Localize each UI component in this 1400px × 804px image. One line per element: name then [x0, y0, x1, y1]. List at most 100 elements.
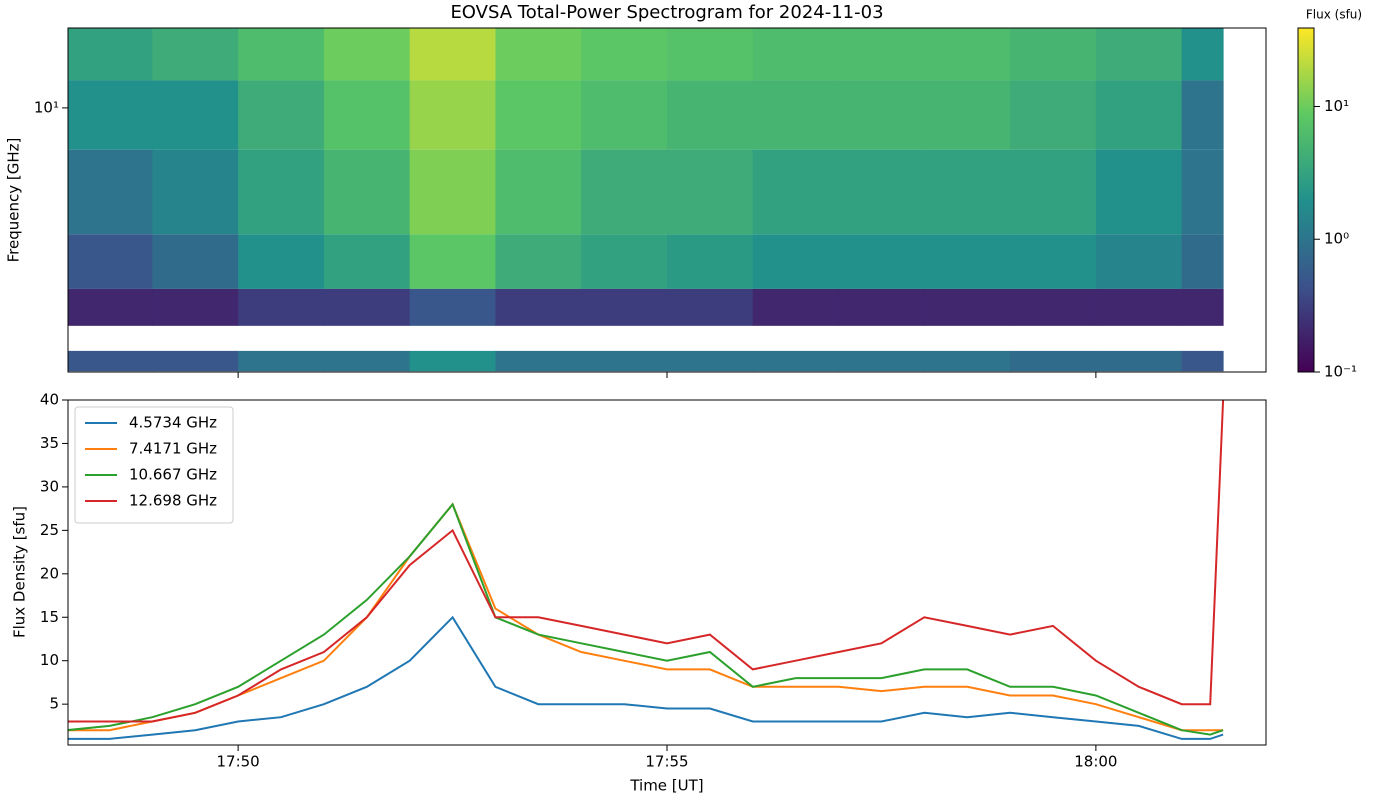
heatmap-cell	[152, 149, 239, 235]
heatmap-cell	[667, 28, 754, 81]
heatmap-cell	[1181, 80, 1224, 150]
heatmap-cell	[667, 234, 754, 289]
heatmap-cell	[667, 149, 754, 235]
y-tick-label: 10¹	[34, 98, 59, 116]
heatmap-cell	[667, 350, 754, 372]
heatmap-cell	[838, 149, 925, 235]
heatmap-cell	[409, 234, 496, 289]
colorbar-label: Flux (sfu)	[1306, 8, 1362, 22]
heatmap-cell	[238, 149, 325, 235]
heatmap-cell	[152, 28, 239, 81]
colorbar-tick-label: 10⁻¹	[1324, 363, 1357, 381]
heatmap-cell	[1181, 28, 1224, 81]
heatmap-cell	[238, 28, 325, 81]
heatmap-cell	[838, 288, 925, 326]
heatmap	[68, 28, 1224, 372]
heatmap-cell	[581, 80, 668, 150]
heatmap-cell	[1181, 234, 1224, 289]
heatmap-cell	[323, 80, 411, 150]
heatmap-cell	[1010, 350, 1097, 372]
legend-box	[74, 406, 234, 524]
heatmap-cell	[924, 149, 1011, 235]
legend-label: 12.698 GHz	[129, 492, 217, 510]
y-tick-label: 20	[40, 564, 59, 582]
heatmap-cell	[1095, 28, 1183, 81]
heatmap-cell	[581, 350, 668, 372]
heatmap-cell	[238, 234, 325, 289]
heatmap-cell	[838, 234, 925, 289]
legend-label: 10.667 GHz	[129, 466, 217, 484]
heatmap-cell	[495, 28, 582, 81]
y-tick-label: 25	[40, 521, 59, 539]
heatmap-cell	[68, 28, 153, 81]
x-tick-label: 17:55	[645, 753, 688, 771]
heatmap-cell	[1181, 149, 1224, 235]
heatmap-cell	[323, 234, 411, 289]
heatmap-cell	[1010, 28, 1097, 81]
legend-label: 4.5734 GHz	[129, 414, 217, 432]
colorbar-tick-label: 10¹	[1324, 97, 1349, 115]
heatmap-cell	[1010, 149, 1097, 235]
heatmap-cell	[924, 80, 1011, 150]
heatmap-cell	[1010, 288, 1097, 326]
line-series	[68, 400, 1225, 723]
x-tick-label: 17:50	[217, 753, 260, 771]
heatmap-cell	[924, 288, 1011, 326]
colorbar	[1297, 27, 1315, 373]
y-tick-label: 10	[40, 651, 59, 669]
heatmap-cell	[1181, 288, 1224, 326]
heatmap-cell	[409, 288, 496, 326]
heatmap-cell	[495, 350, 582, 372]
heatmap-cell	[752, 28, 840, 81]
heatmap-cell	[68, 80, 153, 150]
heatmap-cell	[323, 149, 411, 235]
heatmap-cell	[667, 288, 754, 326]
heatmap-cell	[752, 149, 840, 235]
heatmap-cell	[323, 350, 411, 372]
line-series	[68, 502, 1224, 736]
heatmap-cell	[752, 350, 840, 372]
y-axis-label: Frequency [GHz]	[5, 138, 23, 263]
heatmap-cell	[68, 234, 153, 289]
heatmap-cell	[495, 149, 582, 235]
heatmap-cell	[752, 234, 840, 289]
heatmap-cell	[495, 80, 582, 150]
heatmap-cell	[752, 80, 840, 150]
heatmap-cell	[1010, 234, 1097, 289]
heatmap-cell	[838, 350, 925, 372]
heatmap-cell	[1010, 80, 1097, 150]
colorbar-tick-label: 10⁰	[1324, 230, 1349, 248]
heatmap-cell	[495, 288, 582, 326]
heatmap-cell	[1181, 350, 1224, 372]
y-tick-label: 15	[40, 608, 59, 626]
heatmap-cell	[238, 80, 325, 150]
heatmap-cell	[152, 288, 239, 326]
heatmap-cell	[68, 350, 153, 372]
heatmap-cell	[1095, 350, 1183, 372]
heatmap-cell	[581, 234, 668, 289]
heatmap-cell	[152, 234, 239, 289]
plot-area	[68, 400, 1225, 740]
heatmap-cell	[838, 80, 925, 150]
y-tick-label: 30	[40, 477, 59, 495]
heatmap-cell	[409, 350, 496, 372]
heatmap-cell	[409, 80, 496, 150]
heatmap-cell	[581, 149, 668, 235]
x-tick-label: 18:00	[1074, 753, 1117, 771]
line-series	[68, 502, 1224, 732]
heatmap-cell	[152, 350, 239, 372]
heatmap-cell	[409, 28, 496, 81]
heatmap-cell	[924, 28, 1011, 81]
chart-title: EOVSA Total-Power Spectrogram for 2024-1…	[450, 2, 883, 23]
heatmap-cell	[238, 350, 325, 372]
heatmap-cell	[1095, 149, 1183, 235]
x-axis-label: Time [UT]	[629, 777, 703, 795]
heatmap-cell	[323, 28, 411, 81]
heatmap-cell	[323, 288, 411, 326]
heatmap-cell	[238, 288, 325, 326]
heatmap-cell	[667, 80, 754, 150]
y-tick-label: 35	[40, 434, 59, 452]
heatmap-cell	[924, 234, 1011, 289]
heatmap-cell	[581, 28, 668, 81]
legend-label: 7.4171 GHz	[129, 440, 217, 458]
